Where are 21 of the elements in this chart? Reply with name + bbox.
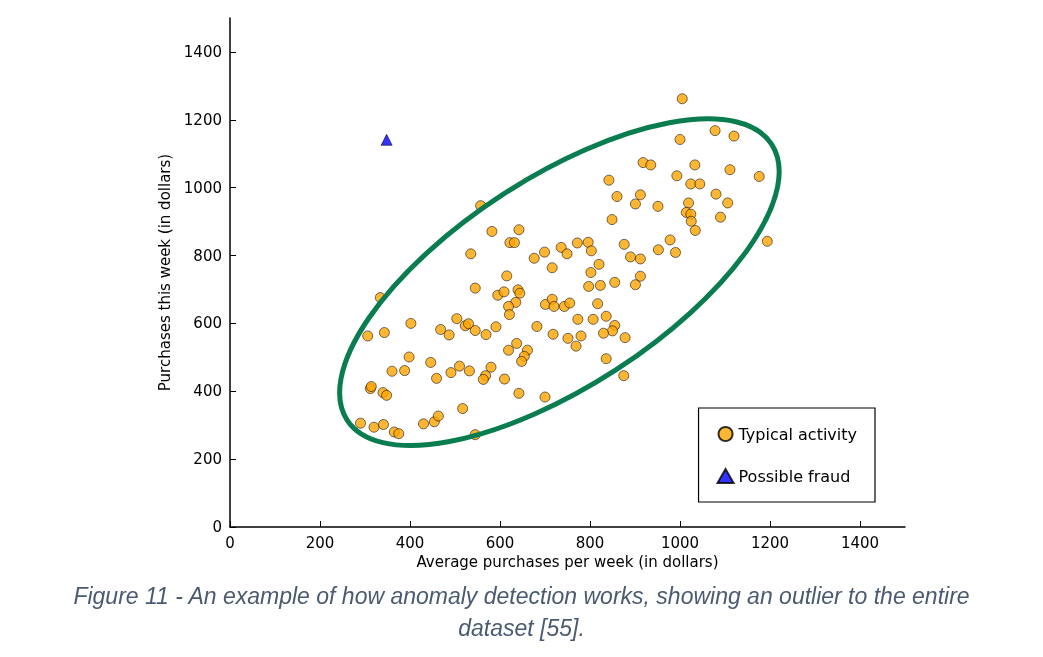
- x-tick-label: 0: [225, 533, 235, 552]
- x-tick-label: 600: [485, 533, 515, 552]
- y-tick-label: 1200: [183, 110, 222, 129]
- y-axis-title: Purchases this week (in dollars): [156, 153, 175, 392]
- legend-label: Possible fraud: [738, 466, 851, 486]
- y-tick-label: 600: [193, 314, 222, 333]
- caption: Figure 11 - An example of how anomaly detection works, showing an outlier to the entire dataset [55].: [72, 582, 971, 643]
- x-axis-title: Average purchases per week (in dollars): [416, 553, 719, 572]
- y-tick-label: 0: [212, 518, 222, 536]
- y-tick-label: 1000: [183, 178, 222, 197]
- x-tick-label: 1400: [840, 533, 880, 552]
- legend-label: Typical activity: [737, 424, 858, 444]
- y-tick-label: 800: [193, 246, 222, 265]
- x-tick-label: 1000: [660, 533, 700, 552]
- x-tick-label: 1200: [750, 533, 790, 552]
- x-tick-label: 200: [305, 533, 335, 552]
- y-tick-label: 200: [193, 450, 222, 469]
- x-tick-label: 800: [575, 533, 605, 552]
- x-tick-label: 400: [395, 533, 425, 552]
- y-tick-label: 400: [193, 382, 222, 401]
- y-tick-label: 1400: [183, 42, 222, 61]
